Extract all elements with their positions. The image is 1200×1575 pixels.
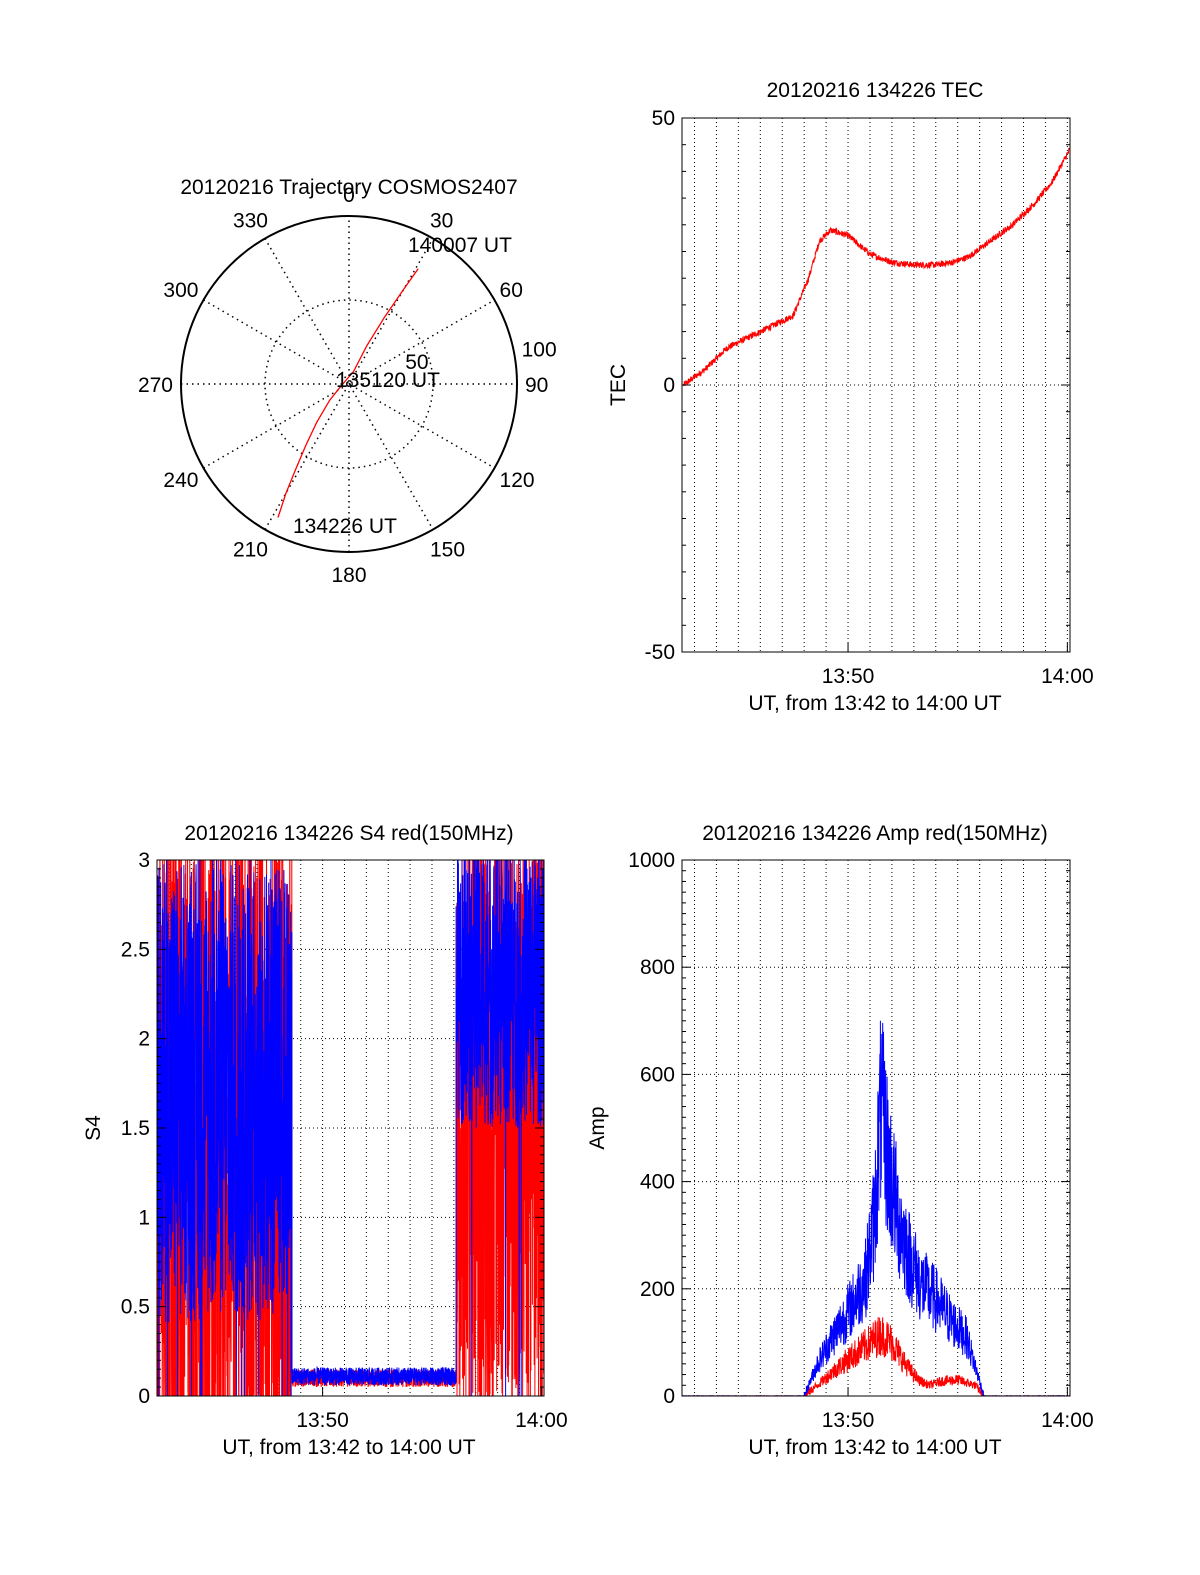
s4-series — [157, 860, 544, 1396]
polar-angle-tick: 30 — [430, 209, 453, 232]
y-tick-label: 3 — [138, 849, 150, 872]
y-tick-label: 400 — [640, 1171, 675, 1194]
series-red — [682, 1316, 1070, 1396]
polar-spoke — [203, 299, 495, 469]
tec-plot: 20120216 134226 TEC -50 0 50 13:50 14:00 UT,… — [607, 79, 1094, 715]
y-tick-label: 200 — [640, 1278, 675, 1301]
series-red — [683, 147, 1070, 387]
polar-grid: 50 100 — [180, 215, 557, 553]
tec-xlabel: UT, from 13:42 to 14:00 UT — [748, 692, 1001, 715]
tec-frame — [681, 117, 1071, 653]
polar-angle-tick: 330 — [233, 209, 268, 232]
polar-angle-tick: 90 — [525, 374, 548, 397]
trajectory-start-label: 134226 UT — [293, 515, 397, 538]
polar-angle-tick: 180 — [331, 564, 366, 587]
trajectory-title: 20120216 Trajectory COSMOS2407 — [180, 176, 517, 199]
x-tick-label: 13:50 — [296, 1409, 349, 1432]
amp-ylabel: Amp — [586, 1106, 609, 1149]
amp-series — [682, 1020, 1070, 1396]
polar-radial-label: 50 — [405, 351, 428, 374]
s4-ylabel: S4 — [82, 1115, 105, 1141]
trajectory-track — [277, 268, 419, 518]
polar-angle-tick: 150 — [430, 539, 465, 562]
tec-ticks: -50 0 50 13:50 14:00 — [645, 107, 1094, 688]
y-tick-label: 2.5 — [121, 938, 150, 961]
polar-ring-outer — [180, 215, 518, 553]
tec-title: 20120216 134226 TEC — [767, 79, 984, 102]
polar-angle-tick: 210 — [233, 539, 268, 562]
s4-plot: 20120216 134226 S4 red(150MHz) 0 0.5 1 1.5 2… — [82, 822, 568, 1459]
x-tick-label: 13:50 — [822, 665, 875, 688]
x-tick-label: 14:00 — [515, 1409, 568, 1432]
amp-grid — [682, 860, 1070, 1396]
tec-grid — [682, 118, 1070, 652]
amp-xlabel: UT, from 13:42 to 14:00 UT — [748, 1436, 1001, 1459]
x-tick-label: 14:00 — [1041, 1409, 1094, 1432]
s4-xlabel: UT, from 13:42 to 14:00 UT — [222, 1436, 475, 1459]
s4-title: 20120216 134226 S4 red(150MHz) — [184, 822, 513, 845]
trajectory-mid-label: 135120 UT — [336, 369, 440, 392]
y-tick-label: 2 — [138, 1028, 150, 1051]
polar-spoke — [264, 238, 434, 530]
y-tick-label: 50 — [652, 107, 675, 130]
amp-plot: 20120216 134226 Amp red(150MHz) 0 200 400 6… — [586, 822, 1094, 1459]
trajectory-end-label: 140007 UT — [408, 234, 512, 257]
y-tick-label: 0 — [138, 1385, 150, 1408]
polar-angle-tick: 270 — [138, 374, 173, 397]
amp-ticks: 0 200 400 600 800 1000 13:50 14:00 — [628, 849, 1093, 1432]
y-tick-label: 1 — [138, 1206, 150, 1229]
y-tick-label: 1.5 — [121, 1117, 150, 1140]
polar-spoke — [264, 238, 434, 530]
s4-ticks: 0 0.5 1 1.5 2 2.5 3 13:50 14:00 — [121, 849, 568, 1432]
amp-frame — [681, 859, 1071, 1397]
y-tick-label: 0.5 — [121, 1296, 150, 1319]
y-tick-label: 0 — [663, 374, 675, 397]
polar-angle-tick: 0 — [343, 184, 355, 207]
polar-spoke — [203, 299, 495, 469]
tec-ylabel: TEC — [607, 364, 630, 406]
polar-angle-ticks: 0 30 60 90 120 150 180 210 240 270 300 330 — [138, 184, 548, 587]
polar-angle-tick: 240 — [163, 469, 198, 492]
trajectory-polar-plot: 20120216 Trajectory COSMOS2407 50 100 0 30… — [138, 176, 557, 587]
y-tick-label: 600 — [640, 1063, 675, 1086]
polar-angle-tick: 120 — [500, 469, 535, 492]
polar-radial-label: 100 — [522, 338, 557, 361]
y-tick-label: 1000 — [628, 849, 675, 872]
polar-angle-tick: 60 — [500, 279, 523, 302]
polar-ring-inner — [264, 299, 434, 469]
y-tick-label: -50 — [645, 641, 675, 664]
tec-series — [683, 147, 1070, 387]
y-tick-label: 0 — [663, 1385, 675, 1408]
series-blue — [157, 860, 544, 1396]
x-tick-label: 13:50 — [822, 1409, 875, 1432]
x-tick-label: 14:00 — [1041, 665, 1094, 688]
amp-title: 20120216 134226 Amp red(150MHz) — [702, 822, 1048, 845]
y-tick-label: 800 — [640, 956, 675, 979]
polar-angle-tick: 300 — [163, 279, 198, 302]
